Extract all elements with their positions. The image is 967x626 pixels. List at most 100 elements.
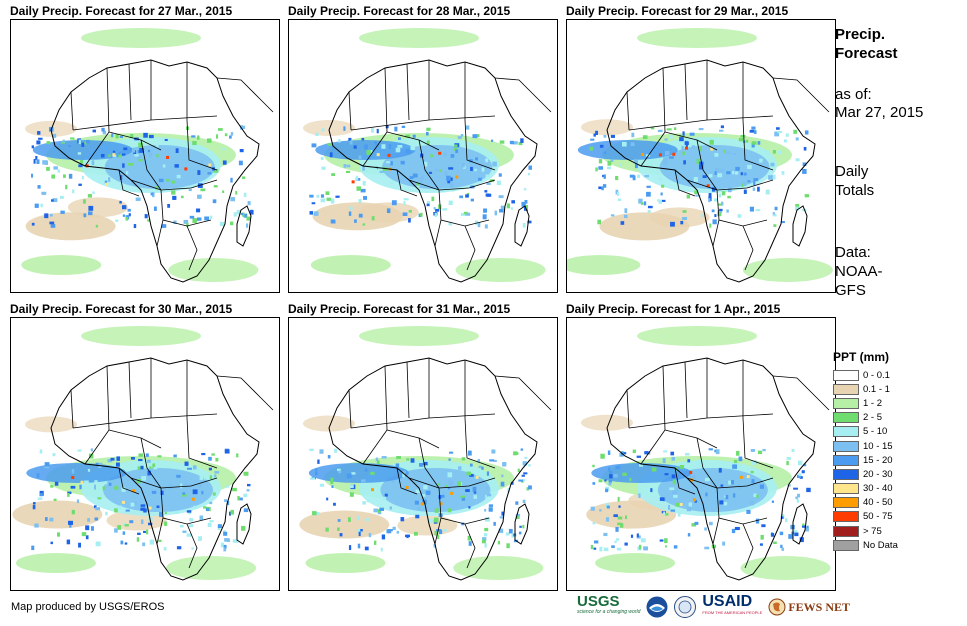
precip-cell <box>173 455 176 458</box>
precip-cell <box>773 224 776 227</box>
precip-cell <box>673 495 677 498</box>
totals-label: Daily Totals <box>835 162 895 200</box>
panel-title: Daily Precip. Forecast for 29 Mar., 2015 <box>566 3 836 19</box>
precip-cell <box>689 502 692 506</box>
precip-cell <box>381 144 385 149</box>
precip-cell <box>604 479 606 481</box>
precip-cell <box>600 454 604 459</box>
country-border <box>385 366 387 430</box>
precip-cell <box>366 150 370 155</box>
precip-cell <box>359 214 363 218</box>
precip-cell <box>331 173 335 176</box>
precip-cell <box>349 485 354 488</box>
precip-cell <box>381 548 383 552</box>
precip-cell <box>618 505 620 507</box>
precip-cell <box>595 131 598 135</box>
precip-cell <box>732 153 736 155</box>
precip-cell <box>321 194 324 197</box>
precip-cell <box>132 148 135 153</box>
heavy-precip-cell <box>455 176 458 179</box>
precip-cell <box>709 193 712 197</box>
precip-cell <box>88 211 92 215</box>
precip-cell <box>225 486 229 488</box>
precip-cell <box>694 522 698 525</box>
precip-cell <box>449 201 453 205</box>
precip-map <box>288 19 558 293</box>
precip-cell <box>346 165 350 168</box>
precip-cell <box>485 158 488 162</box>
precip-cell <box>798 461 802 466</box>
precip-cell <box>207 138 212 142</box>
precip-cell <box>373 509 378 513</box>
precip-cell <box>192 218 196 223</box>
precip-cell <box>667 128 672 130</box>
panel-title: Daily Precip. Forecast for 1 Apr., 2015 <box>566 301 836 317</box>
precip-cell <box>445 171 448 176</box>
precip-cell <box>167 204 170 208</box>
precip-cell <box>334 449 337 453</box>
heavy-precip-cell <box>641 153 644 156</box>
precip-cell <box>746 510 750 514</box>
precip-cell <box>122 163 125 167</box>
country-border <box>707 414 773 418</box>
precip-cell <box>165 512 167 514</box>
precip-cell <box>215 458 218 462</box>
precip-cell <box>455 150 458 153</box>
precip-map <box>566 317 836 591</box>
precip-cell <box>523 500 526 503</box>
precip-cell <box>443 529 446 532</box>
precip-cell <box>741 135 746 138</box>
precip-cell <box>468 506 470 508</box>
precip-cell <box>728 187 732 192</box>
precip-cell <box>122 205 126 209</box>
precip-cell <box>722 191 726 195</box>
precip-cell <box>204 216 209 220</box>
precip-cell <box>349 207 352 210</box>
precip-cell <box>509 529 513 534</box>
precip-cell <box>51 199 54 201</box>
precip-cell <box>472 134 477 138</box>
precip-cell <box>797 494 800 498</box>
precip-cell <box>607 506 610 509</box>
precip-cell <box>663 157 668 160</box>
precip-cell <box>120 541 123 545</box>
precip-cell <box>141 504 146 506</box>
precip-cell <box>310 211 314 214</box>
precip-cell <box>744 190 747 194</box>
precip-cell <box>478 178 482 181</box>
country-border <box>107 68 109 132</box>
precip-cell <box>406 149 411 153</box>
precip-cell <box>605 489 608 492</box>
precip-cell <box>197 217 202 220</box>
precip-cell <box>65 185 67 189</box>
precip-cell <box>216 134 218 138</box>
precip-cell <box>383 497 386 501</box>
precip-cell <box>235 191 237 195</box>
precip-cell <box>209 468 212 471</box>
precip-cell <box>159 179 164 182</box>
precip-cell <box>98 463 102 468</box>
precip-cell <box>149 153 152 157</box>
country-border <box>713 518 719 544</box>
precip-cell <box>172 180 175 183</box>
precip-cell <box>82 532 86 536</box>
legend-item: 1 - 2 <box>833 396 943 410</box>
precip-cell <box>431 197 434 201</box>
precip-cell <box>180 525 184 527</box>
precip-cell <box>430 154 433 157</box>
precip-cell <box>101 154 105 157</box>
precip-cell <box>156 154 158 157</box>
precip-cell <box>358 199 361 203</box>
coastline <box>773 78 829 112</box>
precip-cell <box>117 525 121 530</box>
country-border <box>629 418 707 428</box>
precip-cell <box>750 130 754 133</box>
precip-cell <box>712 209 715 212</box>
precip-cell <box>187 533 192 536</box>
precip-cell <box>86 535 89 539</box>
precip-cell <box>137 537 139 542</box>
precip-cell <box>522 525 524 529</box>
precip-cell <box>519 532 521 535</box>
legend-label: 2 - 5 <box>863 412 882 423</box>
precip-cell <box>317 460 319 464</box>
